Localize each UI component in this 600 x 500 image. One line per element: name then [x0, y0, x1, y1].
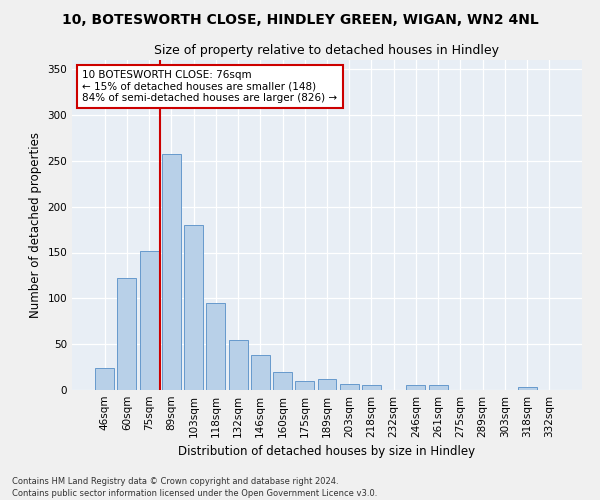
Text: Contains HM Land Registry data © Crown copyright and database right 2024.
Contai: Contains HM Land Registry data © Crown c… [12, 476, 377, 498]
Y-axis label: Number of detached properties: Number of detached properties [29, 132, 42, 318]
Bar [229, 340, 248, 390]
Bar [295, 381, 314, 390]
Title: Size of property relative to detached houses in Hindley: Size of property relative to detached ho… [155, 44, 499, 58]
X-axis label: Distribution of detached houses by size in Hindley: Distribution of detached houses by size … [178, 446, 476, 458]
Bar [140, 250, 158, 390]
Text: 10, BOTESWORTH CLOSE, HINDLEY GREEN, WIGAN, WN2 4NL: 10, BOTESWORTH CLOSE, HINDLEY GREEN, WIG… [62, 12, 538, 26]
Bar [406, 386, 425, 390]
Bar [518, 387, 536, 390]
Bar [206, 303, 225, 390]
Bar [429, 386, 448, 390]
Bar [273, 372, 292, 390]
Bar [118, 278, 136, 390]
Bar [340, 384, 359, 390]
Bar [251, 355, 270, 390]
Bar [362, 384, 381, 390]
Bar [162, 154, 181, 390]
Bar [95, 368, 114, 390]
Bar [184, 225, 203, 390]
Bar [317, 379, 337, 390]
Text: 10 BOTESWORTH CLOSE: 76sqm
← 15% of detached houses are smaller (148)
84% of sem: 10 BOTESWORTH CLOSE: 76sqm ← 15% of deta… [82, 70, 337, 103]
